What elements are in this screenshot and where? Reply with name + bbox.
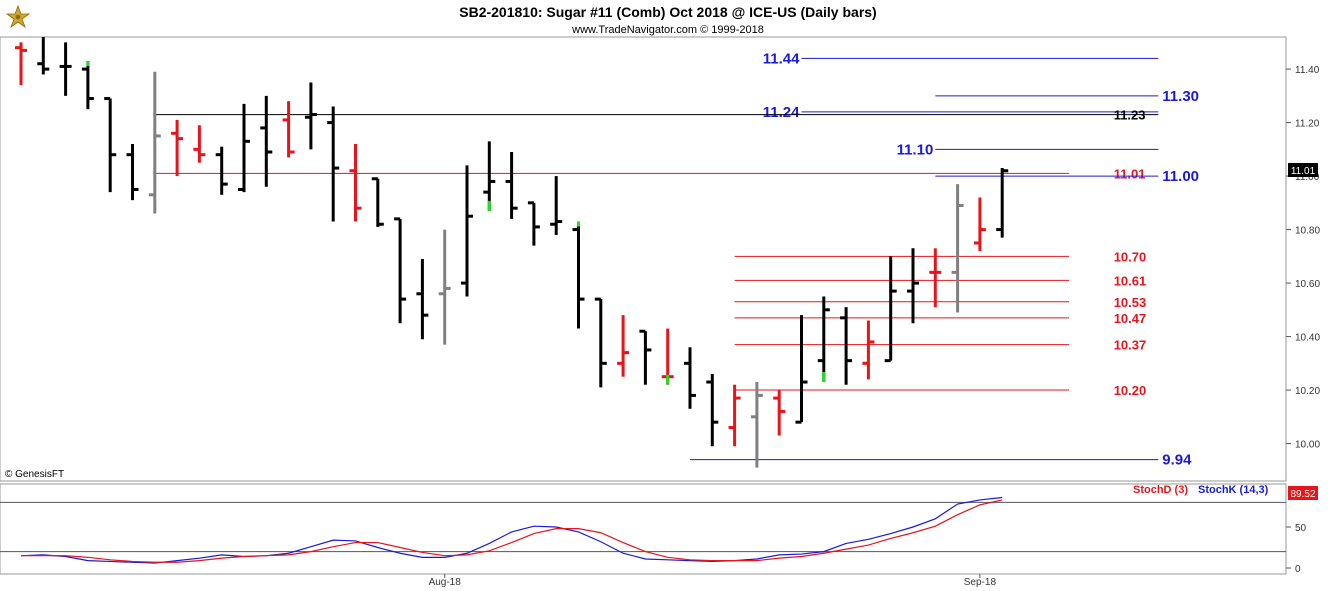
ohlc-bars <box>15 37 1009 468</box>
price-axis: 10.00 10.20 10.40 10.60 10.80 11.00 11.20 11.40 <box>1286 65 1320 451</box>
ohlc-bar <box>282 101 295 158</box>
ohlc-bar <box>193 125 206 163</box>
ohlc-bar <box>840 307 853 385</box>
stochastic-lines <box>20 496 1003 564</box>
ohlc-bar <box>327 106 340 222</box>
ohlc-bar <box>929 248 942 308</box>
ohlc-bar <box>661 328 674 385</box>
stochastic-axis-tick-label: 0 <box>1295 564 1301 575</box>
price-axis-tick-label: 11.20 <box>1295 119 1320 130</box>
ohlc-bar <box>483 141 496 211</box>
legend-stochk: StochK (14,3) <box>1198 484 1269 496</box>
ohlc-bar <box>550 176 563 235</box>
stochk-line <box>20 496 1003 564</box>
price-level-label: 10.37 <box>1114 338 1147 353</box>
price-level-label: 11.30 <box>1162 88 1199 105</box>
stochastic-value-label: 89.52 <box>1290 489 1315 500</box>
chart-title: SB2-201810: Sugar #11 (Comb) Oct 2018 @ … <box>459 4 876 20</box>
stochastic-axis: 0 50 <box>0 501 1307 575</box>
ohlc-bar <box>148 71 161 214</box>
ohlc-bar <box>81 61 94 110</box>
price-axis-tick-label: 10.00 <box>1295 440 1320 451</box>
ohlc-bar <box>862 320 875 380</box>
ohlc-bar <box>750 382 763 468</box>
ohlc-bar <box>104 97 117 193</box>
price-levels: 11.44 11.30 11.24 11.23 11.10 11.01 11.00 10.70… <box>154 50 1199 469</box>
price-axis-tick-label: 10.80 <box>1295 226 1320 237</box>
ohlc-bar <box>15 42 27 86</box>
ohlc-bar <box>260 95 273 187</box>
ohlc-bar <box>639 329 652 385</box>
ohlc-bar <box>349 143 362 222</box>
price-level-label: 10.53 <box>1114 295 1147 310</box>
price-panel-frame <box>0 36 1287 482</box>
price-level-label: 11.23 <box>1114 108 1146 123</box>
price-axis-tick-label: 10.20 <box>1295 386 1320 397</box>
date-axis: Aug-18 Sep-18 <box>429 574 997 588</box>
logo-icon <box>5 4 31 29</box>
chart-subtitle: www.TradeNavigator.com © 1999-2018 <box>571 24 764 36</box>
ohlc-bar <box>126 143 139 201</box>
ohlc-bar <box>461 165 473 297</box>
ohlc-bar <box>215 146 228 195</box>
price-level-label: 11.24 <box>763 104 800 121</box>
legend-stochd: StochD (3) <box>1133 484 1188 496</box>
ohlc-bar <box>572 221 585 329</box>
ohlc-bar <box>684 347 696 409</box>
price-level-label: 10.61 <box>1114 273 1147 288</box>
ohlc-bar <box>438 229 451 345</box>
price-level-label: 10.70 <box>1114 249 1147 264</box>
ohlc-bar <box>907 248 919 324</box>
ohlc-bar <box>505 152 518 219</box>
price-level-label: 10.47 <box>1114 311 1147 326</box>
price-level-label: 11.00 <box>1162 168 1199 185</box>
ohlc-bar <box>884 256 897 363</box>
price-level-label: 11.44 <box>763 50 800 67</box>
ohlc-bar <box>37 37 50 75</box>
ohlc-bar <box>973 197 986 251</box>
ohlc-bar <box>617 315 630 377</box>
last-price-badge <box>1288 163 1318 177</box>
credit-label: © GenesisFT <box>5 469 64 480</box>
ohlc-bar <box>171 119 184 177</box>
price-axis-tick-label: 11.40 <box>1295 65 1320 76</box>
ohlc-bar <box>951 184 964 313</box>
ohlc-bar <box>706 374 719 447</box>
price-axis-tick-label: 11.00 <box>1295 172 1320 183</box>
ohlc-bar <box>817 296 830 383</box>
price-axis-tick-label: 10.60 <box>1295 279 1320 290</box>
price-level-label: 9.94 <box>1162 452 1192 469</box>
ohlc-bar <box>594 297 607 388</box>
stochd-line <box>21 499 1003 563</box>
ohlc-bar <box>371 177 384 227</box>
ohlc-bar <box>416 259 429 340</box>
price-level-label: 11.01 <box>1114 166 1146 181</box>
ohlc-bar <box>728 384 741 447</box>
stochastic-value-badge <box>1288 486 1318 500</box>
last-price-label: 11.01 <box>1291 166 1316 177</box>
stochastic-axis-tick-label: 50 <box>1295 523 1307 534</box>
ohlc-bar <box>795 315 808 424</box>
ohlc-bar <box>304 82 317 150</box>
price-level-label: 10.20 <box>1114 383 1147 398</box>
ohlc-bar <box>996 168 1009 238</box>
date-axis-label: Sep-18 <box>964 577 997 588</box>
price-level-label: 11.10 <box>897 141 934 158</box>
ohlc-bar <box>238 103 250 193</box>
ohlc-bar <box>527 201 540 246</box>
date-axis-label: Aug-18 <box>429 577 462 588</box>
ohlc-bar <box>394 217 407 324</box>
ohlc-bar <box>59 42 72 96</box>
ohlc-bar <box>773 390 786 436</box>
price-axis-tick-label: 10.40 <box>1295 333 1320 344</box>
